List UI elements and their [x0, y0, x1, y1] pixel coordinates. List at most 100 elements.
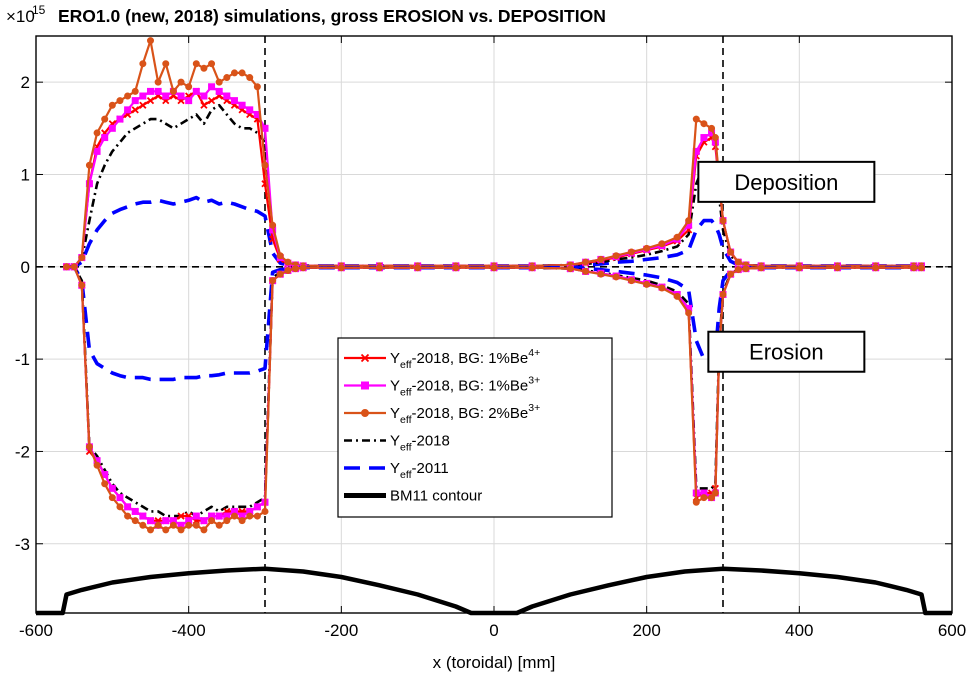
- data-point-marker: [246, 74, 254, 82]
- data-point-marker: [116, 97, 124, 105]
- data-point-marker: [711, 489, 719, 497]
- annotation-1: Deposition: [697, 160, 876, 203]
- data-point-marker: [124, 503, 132, 511]
- data-point-marker: [185, 521, 193, 529]
- data-point-marker: [276, 270, 284, 278]
- data-point-marker: [708, 494, 716, 502]
- series-layer: [36, 37, 952, 616]
- x-axis-label: x (toroidal) [mm]: [433, 653, 556, 672]
- data-point-marker: [284, 258, 292, 266]
- data-point-marker: [727, 248, 735, 256]
- data-point-marker: [162, 92, 170, 100]
- data-point-marker: [154, 78, 162, 86]
- data-point-marker: [452, 264, 460, 272]
- data-point-marker: [734, 258, 742, 266]
- data-point-marker: [162, 60, 170, 68]
- data-point-marker: [719, 217, 727, 225]
- data-point-marker: [85, 161, 93, 169]
- data-point-marker: [70, 263, 78, 271]
- data-point-marker: [658, 284, 666, 292]
- data-point-marker: [376, 264, 383, 272]
- data-point-marker: [253, 83, 261, 91]
- data-point-marker: [253, 512, 261, 520]
- data-point-marker: [734, 266, 742, 274]
- data-point-marker: [685, 217, 693, 225]
- annotation-text: Erosion: [749, 340, 824, 365]
- annotation-2: Erosion: [707, 330, 866, 373]
- data-point-marker: [162, 517, 170, 525]
- annotation-text: Deposition: [734, 170, 838, 195]
- data-point-marker: [917, 264, 925, 272]
- data-point-marker: [582, 258, 590, 266]
- chart-title: ERO1.0 (new, 2018) simulations, gross ER…: [58, 6, 606, 26]
- data-point-marker: [246, 512, 254, 520]
- data-point-marker: [215, 512, 223, 520]
- data-point-marker: [582, 267, 590, 275]
- legend-entry: Yeff-2018, BG: 1%Be4+: [344, 347, 540, 371]
- data-point-marker: [124, 106, 132, 114]
- data-point-marker: [139, 101, 147, 109]
- data-point-marker: [192, 87, 200, 95]
- data-point-marker: [169, 521, 177, 529]
- data-point-marker: [238, 517, 246, 525]
- data-point-marker: [124, 512, 132, 520]
- data-point-marker: [85, 443, 93, 451]
- data-point-marker: [147, 87, 154, 95]
- data-point-marker: [230, 512, 238, 520]
- data-point-marker: [101, 115, 109, 123]
- y-tick-label: -1: [15, 350, 30, 369]
- x-tick-label: -600: [19, 621, 53, 640]
- data-point-marker: [700, 134, 708, 142]
- data-point-marker: [673, 292, 681, 300]
- x-ticks: -600 -400 -200 0 200 400 600: [19, 36, 966, 640]
- x-tick-label: -400: [172, 621, 206, 640]
- data-point-marker: [223, 92, 231, 100]
- data-point-marker: [414, 264, 422, 272]
- data-point-marker: [261, 124, 269, 132]
- data-point-marker: [139, 60, 147, 68]
- data-point-marker: [685, 309, 693, 317]
- y-tick-label: -3: [15, 535, 30, 554]
- data-point-marker: [108, 124, 116, 132]
- data-point-marker: [700, 494, 708, 502]
- data-point-marker: [177, 92, 185, 100]
- data-point-marker: [719, 290, 727, 298]
- legend-label: BM11 contour: [390, 488, 482, 505]
- data-point-marker: [627, 277, 635, 285]
- x-tick-label: 0: [489, 621, 498, 640]
- data-point-marker: [360, 353, 370, 363]
- data-point-marker: [177, 78, 185, 86]
- legend-label: Yeff-2011: [390, 460, 449, 481]
- data-point-marker: [131, 106, 139, 114]
- data-point-marker: [246, 106, 254, 114]
- data-point-marker: [658, 240, 666, 248]
- data-point-marker: [146, 96, 155, 105]
- data-point-marker: [208, 83, 216, 91]
- data-point-marker: [673, 233, 681, 241]
- data-point-marker: [238, 69, 246, 77]
- data-point-marker: [269, 221, 277, 229]
- data-point-marker: [200, 92, 208, 100]
- data-point-marker: [131, 517, 139, 525]
- data-point-marker: [215, 87, 223, 95]
- legend-entry: Yeff-2018: [344, 433, 450, 454]
- data-point-marker: [78, 281, 86, 289]
- data-point-marker: [169, 87, 177, 95]
- legend-entry: BM11 contour: [344, 488, 482, 505]
- data-point-marker: [742, 265, 750, 273]
- data-point-marker: [490, 264, 498, 272]
- data-point-marker: [643, 280, 651, 288]
- data-point-marker: [207, 96, 216, 105]
- data-point-marker: [177, 512, 185, 520]
- data-point-marker: [185, 97, 193, 105]
- data-point-marker: [192, 60, 200, 68]
- legend-box: [337, 337, 613, 518]
- data-point-marker: [192, 521, 200, 529]
- data-point-marker: [185, 83, 193, 91]
- data-point-marker: [711, 134, 719, 142]
- data-point-marker: [261, 507, 269, 515]
- legend-label: Yeff-2018: [390, 433, 450, 454]
- y-multiplier: ×10 15: [6, 3, 46, 26]
- data-point-marker: [230, 69, 238, 77]
- data-point-marker: [627, 248, 635, 256]
